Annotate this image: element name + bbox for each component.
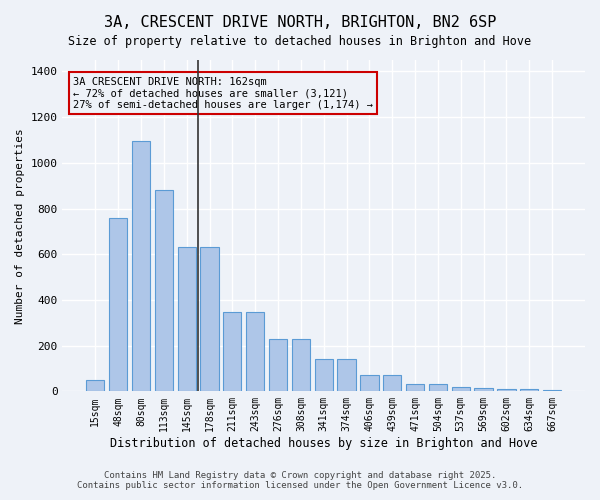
Y-axis label: Number of detached properties: Number of detached properties: [15, 128, 25, 324]
Text: 3A CRESCENT DRIVE NORTH: 162sqm
← 72% of detached houses are smaller (3,121)
27%: 3A CRESCENT DRIVE NORTH: 162sqm ← 72% of…: [73, 76, 373, 110]
Bar: [475, 388, 493, 392]
Bar: [337, 360, 356, 392]
Bar: [452, 387, 470, 392]
Bar: [178, 248, 196, 392]
Text: Contains HM Land Registry data © Crown copyright and database right 2025.
Contai: Contains HM Land Registry data © Crown c…: [77, 470, 523, 490]
Bar: [520, 389, 538, 392]
Bar: [360, 376, 379, 392]
Bar: [246, 312, 265, 392]
Bar: [292, 339, 310, 392]
Bar: [155, 190, 173, 392]
Bar: [543, 390, 561, 392]
Bar: [406, 384, 424, 392]
Bar: [383, 376, 401, 392]
Bar: [223, 312, 241, 392]
Text: 3A, CRESCENT DRIVE NORTH, BRIGHTON, BN2 6SP: 3A, CRESCENT DRIVE NORTH, BRIGHTON, BN2 …: [104, 15, 496, 30]
Bar: [269, 339, 287, 392]
Bar: [497, 389, 515, 392]
Bar: [429, 384, 447, 392]
Bar: [314, 360, 333, 392]
X-axis label: Distribution of detached houses by size in Brighton and Hove: Distribution of detached houses by size …: [110, 437, 538, 450]
Bar: [109, 218, 127, 392]
Text: Size of property relative to detached houses in Brighton and Hove: Size of property relative to detached ho…: [68, 35, 532, 48]
Bar: [132, 141, 150, 392]
Bar: [86, 380, 104, 392]
Bar: [200, 248, 218, 392]
